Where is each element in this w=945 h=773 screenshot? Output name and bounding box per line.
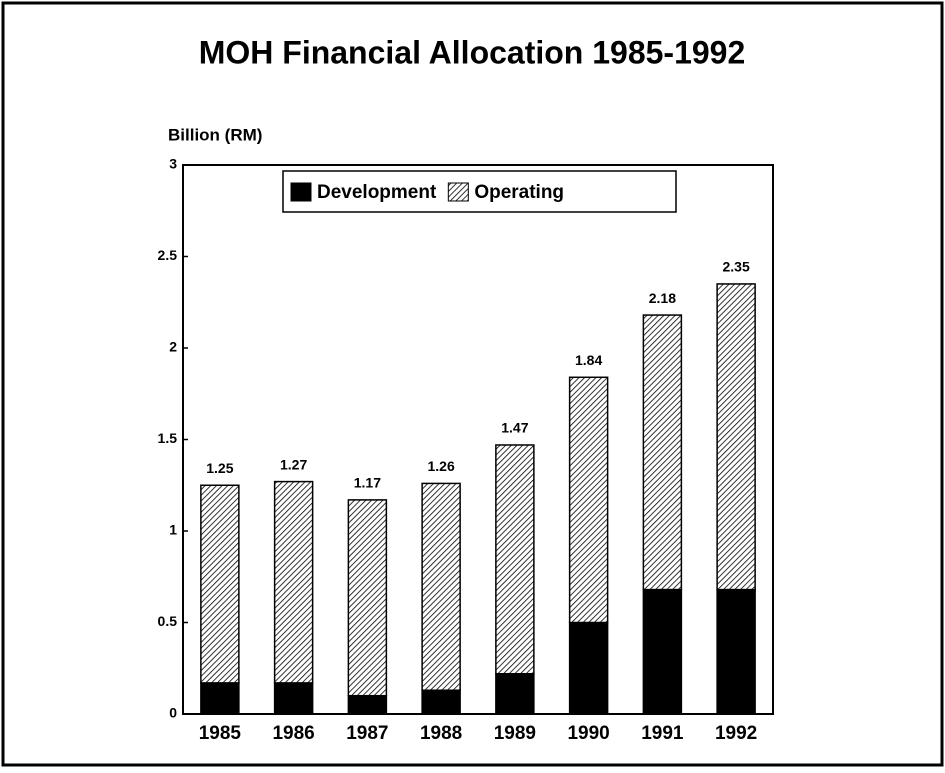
total-label: 2.35 [723, 259, 750, 275]
bar-segment [495, 672, 535, 715]
y-tick-label: 2 [169, 339, 177, 355]
x-tick-label: 1988 [420, 723, 462, 744]
x-tick-label: 1992 [715, 723, 757, 744]
x-tick-label: 1989 [494, 723, 536, 744]
bar-segment [273, 682, 314, 715]
bar-segment [421, 482, 461, 691]
x-tick-label: 1986 [272, 723, 314, 744]
total-label: 1.17 [354, 475, 381, 491]
bar-segment [716, 283, 756, 591]
plot-frame [182, 164, 774, 715]
total-label: 2.18 [649, 290, 676, 306]
bar-segment [716, 588, 756, 715]
bar-segment [568, 621, 609, 715]
bar-segment [642, 588, 683, 715]
y-tick-label: 1 [169, 522, 177, 538]
y-tick-label: 2.5 [158, 247, 178, 263]
bar-segment [200, 682, 240, 715]
total-label: 1.27 [280, 456, 307, 472]
bar-segment [347, 694, 388, 715]
x-tick-label: 1985 [199, 723, 242, 744]
bar-segment [642, 314, 683, 591]
x-tick-label: 1991 [641, 723, 684, 744]
legend-label: Operating [474, 182, 564, 203]
y-axis-label: Billion (RM) [168, 125, 262, 144]
legend-label: Development [317, 182, 437, 203]
total-label: 1.26 [428, 458, 455, 474]
y-tick-label: 0.5 [158, 613, 178, 629]
legend-box [282, 170, 677, 213]
bar-segment [421, 689, 461, 715]
y-tick-label: 0 [169, 705, 177, 721]
bar-segment [273, 480, 314, 684]
bar-segment [200, 484, 240, 684]
total-label: 1.47 [501, 420, 528, 436]
bar-segment [495, 444, 535, 675]
legend-swatch [290, 182, 312, 202]
x-tick-label: 1987 [346, 723, 388, 744]
x-tick-label: 1990 [567, 723, 609, 744]
y-tick-label: 3 [169, 156, 177, 172]
bar-segment [568, 376, 609, 624]
total-label: 1.25 [206, 460, 233, 476]
chart-title: MOH Financial Allocation 1985-1992 [199, 34, 746, 70]
bar-segment [347, 499, 388, 697]
total-label: 1.84 [575, 352, 602, 368]
legend-swatch [447, 182, 469, 202]
y-tick-label: 1.5 [158, 430, 178, 446]
